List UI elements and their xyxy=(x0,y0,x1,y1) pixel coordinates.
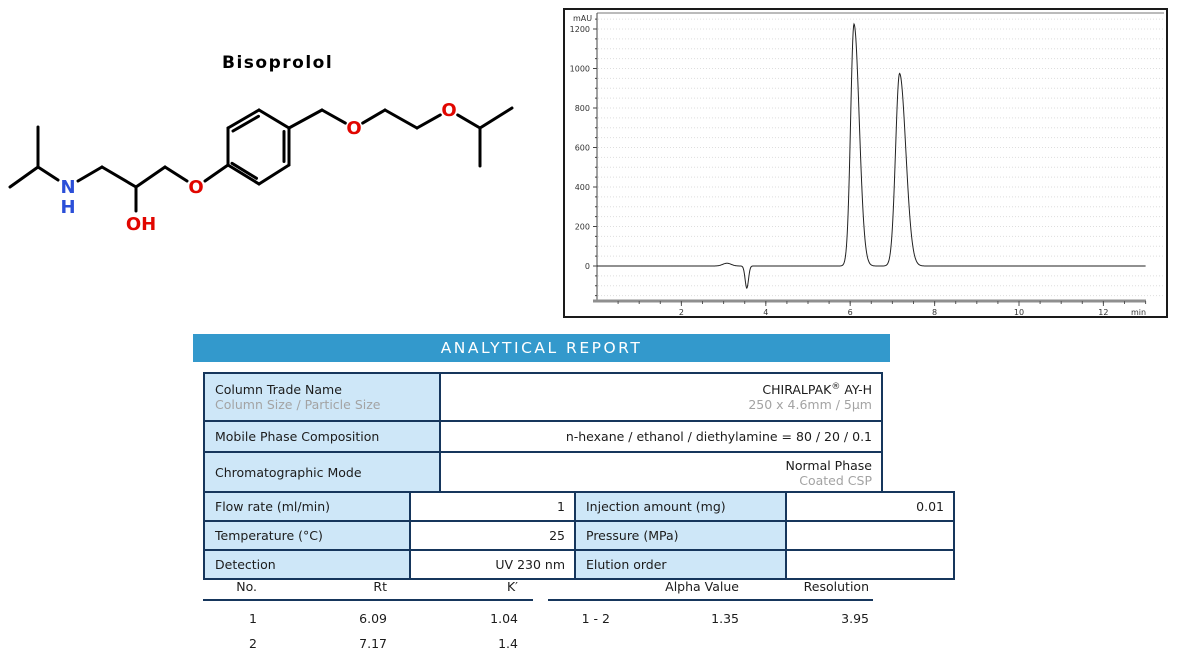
bisoprolol-structure-drawing: N H OH O O O xyxy=(8,100,514,235)
table-row: 2 7.17 1.4 xyxy=(203,626,533,651)
svg-text:4: 4 xyxy=(763,308,768,316)
ether-oxygen-2-label: O xyxy=(441,100,456,121)
column-trade-name-label-cell: Column Trade Name Column Size / Particle… xyxy=(203,372,441,422)
nitrogen-atom-label: N xyxy=(60,177,75,198)
pressure-value-cell xyxy=(785,520,955,551)
svg-text:2: 2 xyxy=(679,308,684,316)
svg-text:400: 400 xyxy=(575,183,590,192)
svg-text:1000: 1000 xyxy=(570,65,590,74)
report-header-title: ANALYTICAL REPORT xyxy=(440,339,643,357)
svg-text:600: 600 xyxy=(575,144,590,153)
results-header-rt: Rt xyxy=(373,579,387,594)
pair-label: 1 - 2 xyxy=(581,611,610,626)
report-header-bar: ANALYTICAL REPORT xyxy=(193,334,890,362)
results-table-retention: No. Rt K′ 1 6.09 1.04 2 7.17 1.4 xyxy=(203,579,533,651)
elution-order-value-cell xyxy=(785,549,955,580)
temperature-label-cell: Temperature (°C) xyxy=(203,520,411,551)
svg-text:200: 200 xyxy=(575,223,590,232)
table-row: Detection UV 230 nm Elution order xyxy=(203,549,955,580)
results-header-pair xyxy=(548,579,612,594)
column-info-table: Column Trade Name Column Size / Particle… xyxy=(203,372,883,494)
flow-rate-label-cell: Flow rate (ml/min) xyxy=(203,491,411,522)
svg-text:10: 10 xyxy=(1014,308,1024,316)
svg-text:12: 12 xyxy=(1098,308,1108,316)
bond-lines xyxy=(8,106,514,213)
ether-oxygen-1-label: O xyxy=(346,118,361,139)
flow-rate-value-cell: 1 xyxy=(409,491,576,522)
table-row: 1 6.09 1.04 xyxy=(203,601,533,626)
registered-trademark-symbol: ® xyxy=(831,381,841,392)
mobile-phase-value-cell: n-hexane / ethanol / diethylamine = 80 /… xyxy=(439,420,883,453)
table-row: 1 - 2 1.35 3.95 xyxy=(548,601,873,626)
peak1-no: 1 xyxy=(249,611,257,626)
results-header-row: No. Rt K′ xyxy=(203,579,533,601)
svg-text:0: 0 xyxy=(585,262,590,271)
elution-order-label-cell: Elution order xyxy=(574,549,787,580)
peak1-rt: 6.09 xyxy=(359,611,387,626)
detection-label-cell: Detection xyxy=(203,549,411,580)
results-table-selectivity: Alpha Value Resolution 1 - 2 1.35 3.95 xyxy=(548,579,873,626)
peak2-rt: 7.17 xyxy=(359,636,387,651)
svg-text:min: min xyxy=(1131,308,1146,316)
aryl-ether-oxygen-label: O xyxy=(188,177,203,198)
pressure-label-cell: Pressure (MPa) xyxy=(574,520,787,551)
peak1-kprime: 1.04 xyxy=(490,611,518,626)
table-row: Flow rate (ml/min) 1 Injection amount (m… xyxy=(203,491,955,522)
results-header-kprime: K′ xyxy=(506,579,518,594)
alpha-value: 1.35 xyxy=(711,611,739,626)
results-header-row: Alpha Value Resolution xyxy=(548,579,873,601)
chromatogram-panel: 0 200 400 600 800 1000 1200 2 4 6 8 10 12 mAU min xyxy=(563,8,1168,318)
svg-text:6: 6 xyxy=(848,308,853,316)
svg-text:8: 8 xyxy=(932,308,937,316)
nh-hydrogen-label: H xyxy=(60,197,75,218)
table-row: Chromatographic Mode Normal Phase Coated… xyxy=(203,451,883,494)
table-row: Temperature (°C) 25 Pressure (MPa) xyxy=(203,520,955,551)
svg-text:800: 800 xyxy=(575,104,590,113)
injection-amount-value-cell: 0.01 xyxy=(785,491,955,522)
column-trade-name-value-cell: CHIRALPAK® AY-H 250 x 4.6mm / 5µm xyxy=(439,372,883,422)
table-row: Column Trade Name Column Size / Particle… xyxy=(203,372,883,422)
resolution-value: 3.95 xyxy=(841,611,869,626)
run-conditions-table: Flow rate (ml/min) 1 Injection amount (m… xyxy=(203,491,955,580)
svg-text:mAU: mAU xyxy=(573,14,592,23)
chromatogram-plot: 0 200 400 600 800 1000 1200 2 4 6 8 10 12 mAU min xyxy=(570,12,1164,317)
mobile-phase-label-cell: Mobile Phase Composition xyxy=(203,420,441,453)
detection-value-cell: UV 230 nm xyxy=(409,549,576,580)
peak2-kprime: 1.4 xyxy=(498,636,518,651)
results-header-alpha: Alpha Value xyxy=(665,579,739,594)
results-header-resolution: Resolution xyxy=(803,579,869,594)
svg-text:1200: 1200 xyxy=(570,25,590,34)
injection-amount-label-cell: Injection amount (mg) xyxy=(574,491,787,522)
temperature-value-cell: 25 xyxy=(409,520,576,551)
chromatographic-mode-value-cell: Normal Phase Coated CSP xyxy=(439,451,883,494)
hydroxyl-label: OH xyxy=(126,214,156,235)
peak2-no: 2 xyxy=(249,636,257,651)
chromatographic-mode-label-cell: Chromatographic Mode xyxy=(203,451,441,494)
results-header-no: No. xyxy=(236,579,257,594)
table-row: Mobile Phase Composition n-hexane / etha… xyxy=(203,420,883,453)
molecule-title: Bisoprolol xyxy=(222,53,334,73)
